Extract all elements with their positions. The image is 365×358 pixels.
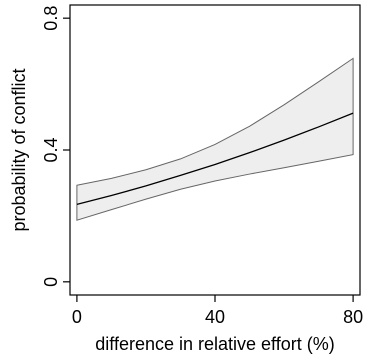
- plot-layer: [76, 57, 354, 221]
- y-tick-label: 0: [41, 277, 61, 287]
- x-axis-label: difference in relative effort (%): [95, 334, 334, 354]
- x-tick-label: 40: [205, 307, 225, 327]
- confidence-band: [76, 57, 354, 221]
- series-line: [76, 112, 354, 206]
- y-tick-label: 0.8: [41, 6, 61, 31]
- x-axis: 0 40 80: [72, 295, 363, 327]
- x-tick-label: 0: [72, 307, 82, 327]
- y-tick-label: 0.4: [41, 137, 61, 162]
- x-tick-label: 80: [343, 307, 363, 327]
- y-axis-label: probability of conflict: [9, 68, 29, 231]
- y-axis: 0 0.4 0.8: [41, 6, 70, 287]
